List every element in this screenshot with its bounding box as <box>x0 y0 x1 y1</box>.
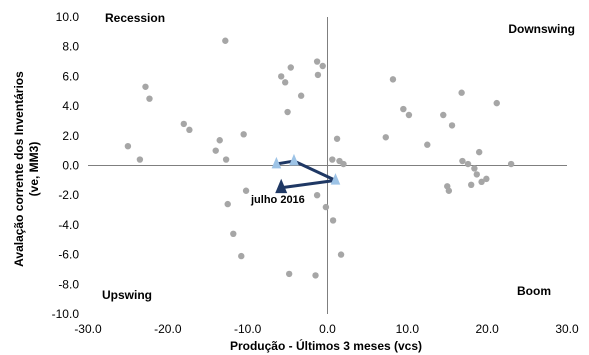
y-tick-label: -8.0 <box>58 277 79 291</box>
history-point <box>277 73 285 80</box>
y-tick-label: 8.0 <box>62 40 79 54</box>
history-point <box>284 108 291 116</box>
y-tick-label: -10.0 <box>52 307 80 321</box>
history-point <box>297 92 305 99</box>
x-tick-label: -30.0 <box>74 322 102 336</box>
x-tick-label: -20.0 <box>154 322 182 336</box>
history-point <box>313 58 321 65</box>
path-segment <box>292 159 337 182</box>
history-point <box>458 89 465 96</box>
history-point <box>493 99 500 107</box>
history-point <box>180 120 187 128</box>
history-point <box>319 62 326 70</box>
history-point <box>142 83 149 90</box>
history-point <box>222 156 230 163</box>
path-point-marker <box>330 173 341 185</box>
history-point <box>471 165 478 172</box>
history-point <box>478 178 485 186</box>
history-point <box>313 192 321 199</box>
y-axis-title-line1: Avalação corrente dos Inventários <box>12 71 26 267</box>
axes <box>88 17 567 314</box>
history-point <box>314 71 322 79</box>
annotation-label: julho 2016 <box>250 194 305 206</box>
history-point <box>124 142 132 150</box>
quadrant-label-downswing: Downswing <box>508 22 575 36</box>
y-tick-label: 4.0 <box>62 99 79 113</box>
history-point <box>329 156 336 163</box>
quadrant-label-recession: Recession <box>105 11 165 25</box>
x-tick-label: -10.0 <box>234 322 262 336</box>
history-point <box>475 148 483 156</box>
recent-path <box>271 153 341 194</box>
history-point <box>287 64 294 71</box>
x-tick-label: 20.0 <box>475 322 499 336</box>
x-tick-label: 0.0 <box>319 322 336 336</box>
history-point <box>285 270 293 278</box>
history-point <box>440 111 447 119</box>
current-point-marker <box>275 178 288 194</box>
quadrant-label-upswing: Upswing <box>102 288 152 302</box>
path-segment <box>279 178 337 190</box>
history-point <box>238 252 245 260</box>
y-tick-label: 6.0 <box>62 69 79 83</box>
history-points <box>124 37 515 279</box>
history-point <box>186 126 193 134</box>
history-point <box>230 230 237 238</box>
history-point <box>333 135 341 142</box>
history-point <box>459 157 466 165</box>
history-point <box>464 160 472 168</box>
history-point <box>445 187 453 194</box>
y-tick-label: -2.0 <box>58 188 79 202</box>
history-point <box>216 137 223 144</box>
x-tick-label: 30.0 <box>555 322 579 336</box>
y-tick-label: -4.0 <box>58 218 79 232</box>
history-point <box>389 76 397 83</box>
history-point <box>281 79 289 86</box>
history-point <box>337 251 345 258</box>
y-tick-label: -6.0 <box>58 248 79 262</box>
history-point <box>507 160 515 168</box>
history-point <box>242 187 250 194</box>
history-point <box>312 272 319 279</box>
history-point <box>400 105 407 113</box>
x-axis-title: Produção - Últimos 3 meses (vcs) <box>230 338 422 353</box>
history-point <box>340 160 347 168</box>
history-point <box>224 200 231 208</box>
history-point <box>473 171 480 178</box>
history-point <box>448 122 456 129</box>
history-point <box>146 95 153 102</box>
history-point <box>483 175 490 183</box>
history-point <box>329 217 337 224</box>
quadrant-label-boom: Boom <box>517 284 551 298</box>
path-point-marker <box>271 156 282 169</box>
history-point <box>424 141 431 148</box>
y-tick-labels: 10.0 8.0 6.0 4.0 2.0 0.0 -2.0 -4.0 -6.0 -8.0 -10.0 <box>52 10 80 321</box>
y-tick-label: 0.0 <box>62 159 79 173</box>
path-point-marker <box>289 153 299 166</box>
history-point <box>240 131 247 138</box>
x-tick-label: 10.0 <box>396 322 420 336</box>
history-point <box>468 181 475 189</box>
x-tick-labels: -30.0 -20.0 -10.0 0.0 10.0 20.0 30.0 <box>74 322 579 336</box>
y-tick-label: 2.0 <box>62 129 79 143</box>
y-axis-title-line2: (ve, MM3) <box>27 142 41 197</box>
history-point <box>405 111 413 119</box>
history-point <box>136 156 144 163</box>
history-point <box>222 37 229 44</box>
history-point <box>212 147 219 154</box>
y-tick-label: 10.0 <box>56 10 80 24</box>
history-point <box>322 203 330 211</box>
history-point <box>382 134 389 141</box>
